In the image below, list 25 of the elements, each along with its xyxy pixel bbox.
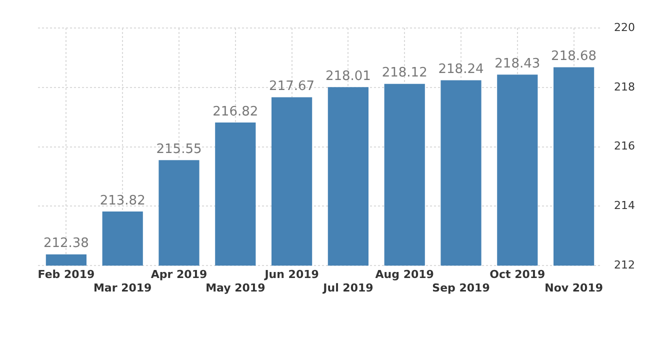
x-tick-label: Mar 2019 — [93, 281, 152, 294]
x-tick-label: May 2019 — [206, 281, 266, 294]
y-tick-label: 216 — [614, 140, 636, 153]
data-label: 217.67 — [269, 79, 315, 94]
data-label: 218.68 — [551, 49, 597, 64]
x-tick-label: Feb 2019 — [38, 268, 95, 282]
x-tick-label: Aug 2019 — [375, 268, 434, 282]
y-tick-label: 220 — [614, 20, 636, 34]
x-tick-label: Jul 2019 — [322, 281, 374, 294]
data-label: 212.38 — [43, 236, 89, 252]
y-tick-label: 218 — [614, 80, 636, 94]
x-tick-label: Apr 2019 — [150, 268, 208, 282]
data-label: 218.01 — [325, 68, 371, 84]
data-label: 215.55 — [156, 142, 202, 158]
data-label: 218.12 — [382, 66, 428, 81]
y-tick-label: 214 — [614, 199, 636, 212]
x-tick-label: Sep 2019 — [432, 281, 490, 294]
x-tick-label: Oct 2019 — [490, 268, 546, 282]
data-label: 218.24 — [438, 62, 484, 78]
data-label: 216.82 — [212, 104, 258, 120]
data-label: 213.82 — [100, 193, 146, 208]
x-tick-label: Jun 2019 — [264, 268, 319, 282]
x-tick-label: Nov 2019 — [544, 281, 603, 294]
y-tick-label: 212 — [614, 258, 636, 272]
data-label: 218.43 — [494, 56, 540, 72]
